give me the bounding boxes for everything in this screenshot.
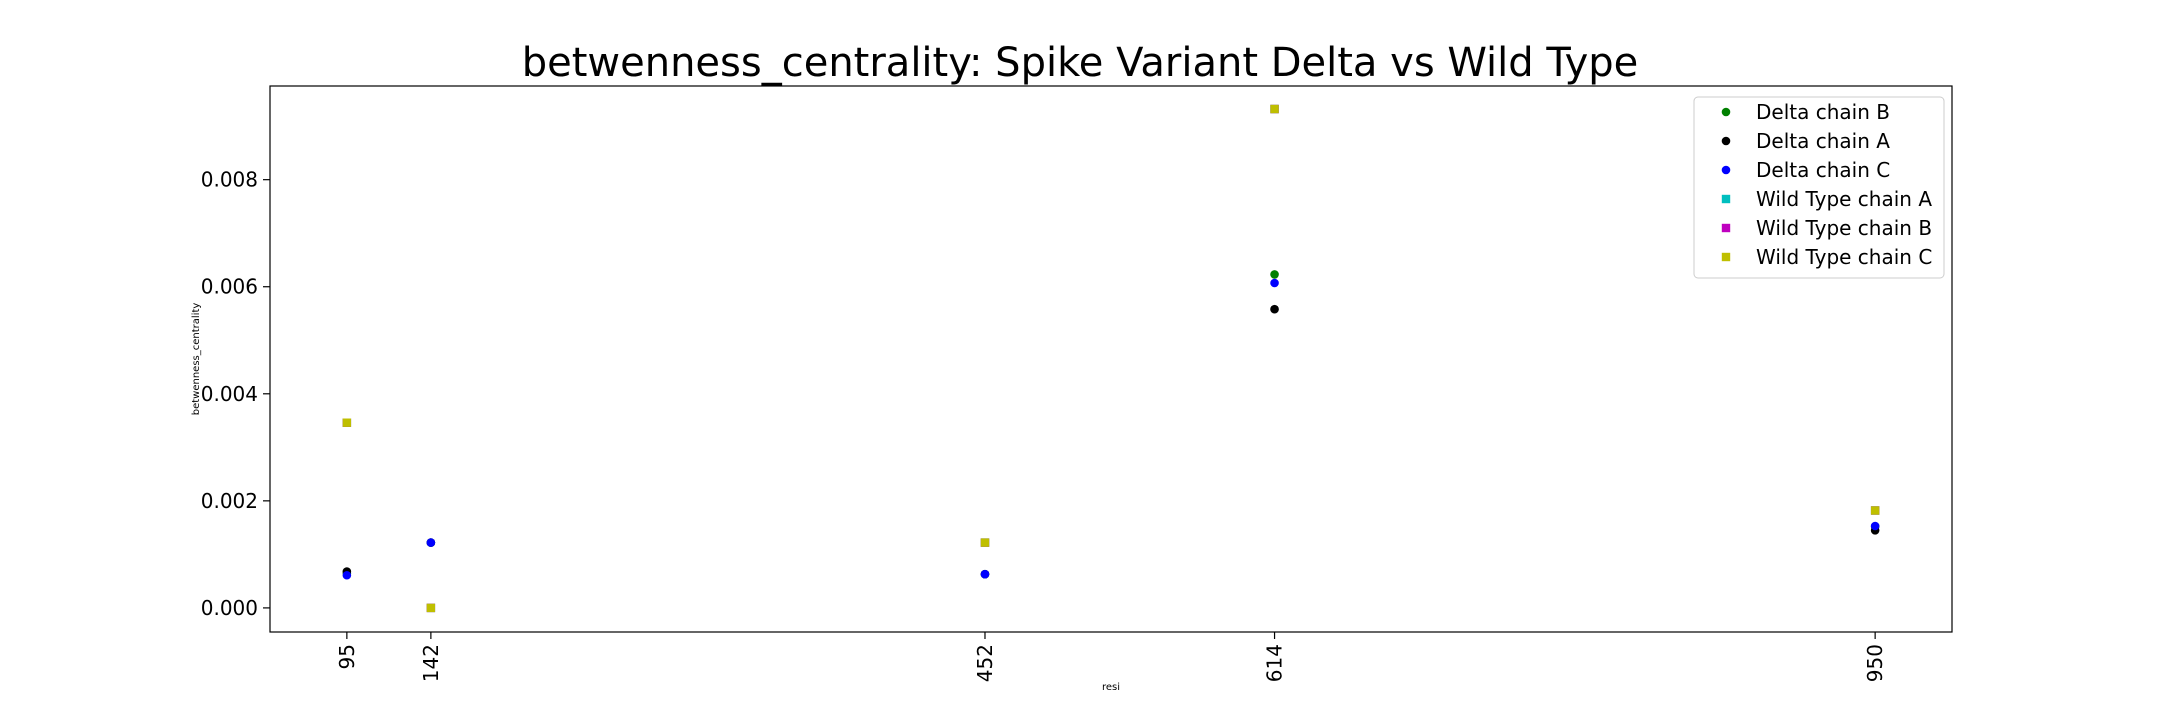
data-point [1870, 521, 1880, 531]
x-tick-label: 142 [419, 644, 443, 682]
y-axis-label: betwenness_centrality [191, 303, 202, 416]
legend-label: Wild Type chain B [1756, 216, 1932, 240]
data-point [342, 570, 352, 580]
legend-label: Wild Type chain A [1756, 187, 1932, 211]
data-point [1270, 278, 1279, 288]
y-tick-label: 0.002 [201, 489, 258, 513]
y-tick-label: 0.004 [201, 382, 258, 406]
y-tick-label: 0.006 [201, 275, 258, 299]
x-tick-label: 452 [973, 644, 997, 682]
legend-marker [1721, 252, 1731, 262]
data-point [1270, 270, 1279, 279]
data-point [1270, 304, 1279, 314]
legend-marker [1721, 136, 1731, 146]
data-point [980, 538, 990, 547]
y-axis: 0.000 0.002 0.004 0.006 0.008 [201, 168, 270, 620]
data-point [1270, 104, 1279, 114]
y-tick-label: 0.000 [201, 596, 258, 620]
legend: Delta chain B Delta chain A Delta chain C W… [1693, 96, 1945, 279]
legend-label: Delta chain B [1756, 100, 1890, 124]
legend-marker [1721, 194, 1731, 204]
x-axis: 95 142 452 614 950 [335, 632, 1887, 682]
plot-frame [269, 85, 1953, 633]
legend-marker [1721, 107, 1731, 117]
legend-label: Wild Type chain C [1756, 245, 1932, 269]
data-point [426, 538, 436, 547]
legend-marker [1721, 165, 1731, 175]
x-axis-label: resi [1102, 682, 1120, 693]
x-tick-label: 614 [1263, 644, 1287, 682]
data-points [342, 104, 1880, 613]
legend-label: Delta chain C [1756, 158, 1890, 182]
legend-marker [1721, 223, 1731, 233]
data-point [980, 569, 990, 579]
legend-label: Delta chain A [1756, 129, 1890, 153]
data-point [1870, 506, 1880, 515]
chart-title: betwenness_centrality: Spike Variant Del… [522, 40, 1639, 86]
x-tick-label: 950 [1863, 644, 1887, 682]
legend-box [1693, 96, 1945, 279]
data-point [426, 603, 436, 613]
y-tick-label: 0.008 [201, 168, 258, 192]
data-point [342, 418, 352, 427]
x-tick-label: 95 [335, 644, 359, 669]
